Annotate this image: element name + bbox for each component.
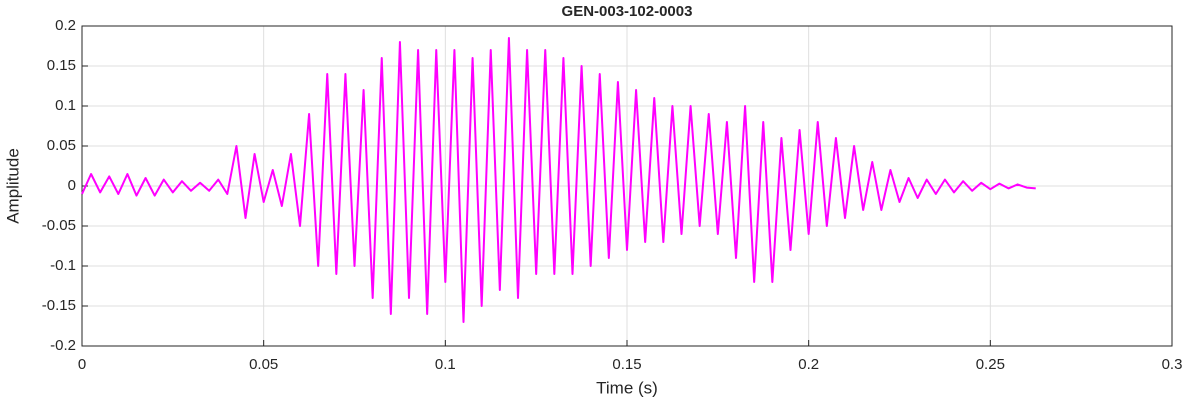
- y-tick-label: -0.2: [50, 337, 76, 354]
- waveform-line: [81, 37, 1036, 323]
- y-tick-label: -0.15: [42, 297, 76, 314]
- x-tick-label: 0.25: [976, 356, 1005, 373]
- x-tick-label: 0.1: [435, 356, 456, 373]
- chart-title: GEN-003-102-0003: [562, 3, 693, 20]
- y-tick-label: 0.05: [47, 137, 76, 154]
- y-tick-label: -0.1: [50, 257, 76, 274]
- x-tick-label: 0.05: [249, 356, 278, 373]
- y-tick-label: -0.05: [42, 217, 76, 234]
- x-tick-label: 0: [78, 356, 86, 373]
- x-tick-label: 0.15: [612, 356, 641, 373]
- y-tick-label: 0.15: [47, 57, 76, 74]
- x-tick-label: 0.2: [798, 356, 819, 373]
- y-tick-label: 0: [68, 177, 76, 194]
- y-axis-label: Amplitude: [3, 148, 22, 224]
- y-tick-label: 0.1: [55, 97, 76, 114]
- y-tick-label: 0.2: [55, 17, 76, 34]
- axes-box: [81, 25, 1173, 347]
- x-axis-label: Time (s): [596, 378, 658, 397]
- x-tick-label: 0.3: [1162, 356, 1183, 373]
